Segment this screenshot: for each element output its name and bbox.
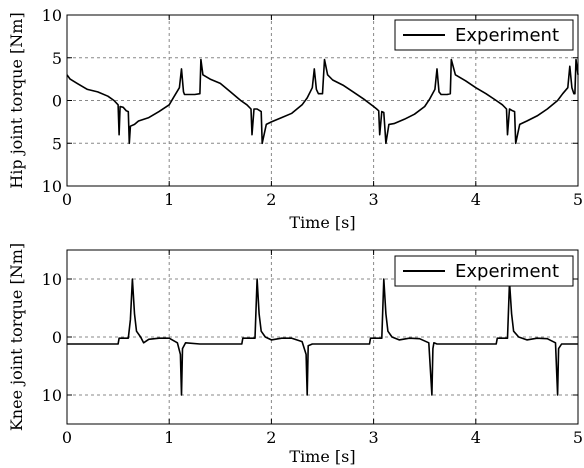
grid: [67, 250, 578, 424]
x-axis-label: Time [s]: [289, 213, 355, 232]
knee-torque-chart: 0 1 2 3 4 5 10 0 10 Time [s] Knee joint torque [Nm…: [7, 243, 583, 466]
hip-torque-chart: 0 1 2 3 4 5 10 5 0 5 10 Time [s] Hip joint torque [N…: [7, 6, 583, 232]
legend: Experiment: [394, 19, 574, 51]
y-tick-label: 5: [52, 134, 62, 153]
y-axis-label: Knee joint torque [Nm]: [7, 243, 26, 431]
y-tick-label: 10: [42, 6, 62, 25]
x-axis-label: Time [s]: [289, 447, 355, 466]
y-tick-label: 0: [52, 328, 62, 347]
x-tick-label: 0: [62, 428, 72, 447]
x-tick-label: 5: [573, 190, 583, 209]
x-tick-label: 0: [62, 190, 72, 209]
x-tick-label: 4: [471, 190, 481, 209]
x-tick-label: 2: [266, 428, 276, 447]
y-tick-label: 0: [52, 92, 62, 111]
x-tick-label: 5: [573, 428, 583, 447]
x-tick-label: 1: [164, 428, 174, 447]
legend-label: Experiment: [455, 261, 559, 282]
grid: [67, 15, 578, 186]
y-tick-label: 10: [42, 386, 62, 405]
x-tick-label: 3: [369, 428, 379, 447]
x-tick-label: 3: [369, 190, 379, 209]
y-tick-label: 10: [42, 177, 62, 196]
y-axis-label: Hip joint torque [Nm]: [7, 12, 26, 188]
x-tick-label: 1: [164, 190, 174, 209]
series-line-experiment: [66, 58, 579, 145]
legend: Experiment: [394, 255, 574, 287]
y-tick-label: 5: [52, 49, 62, 68]
x-tick-label: 4: [471, 428, 481, 447]
y-tick-label: 10: [42, 270, 62, 289]
series-line-experiment: [67, 278, 578, 396]
x-tick-label: 2: [266, 190, 276, 209]
legend-label: Experiment: [455, 25, 559, 46]
